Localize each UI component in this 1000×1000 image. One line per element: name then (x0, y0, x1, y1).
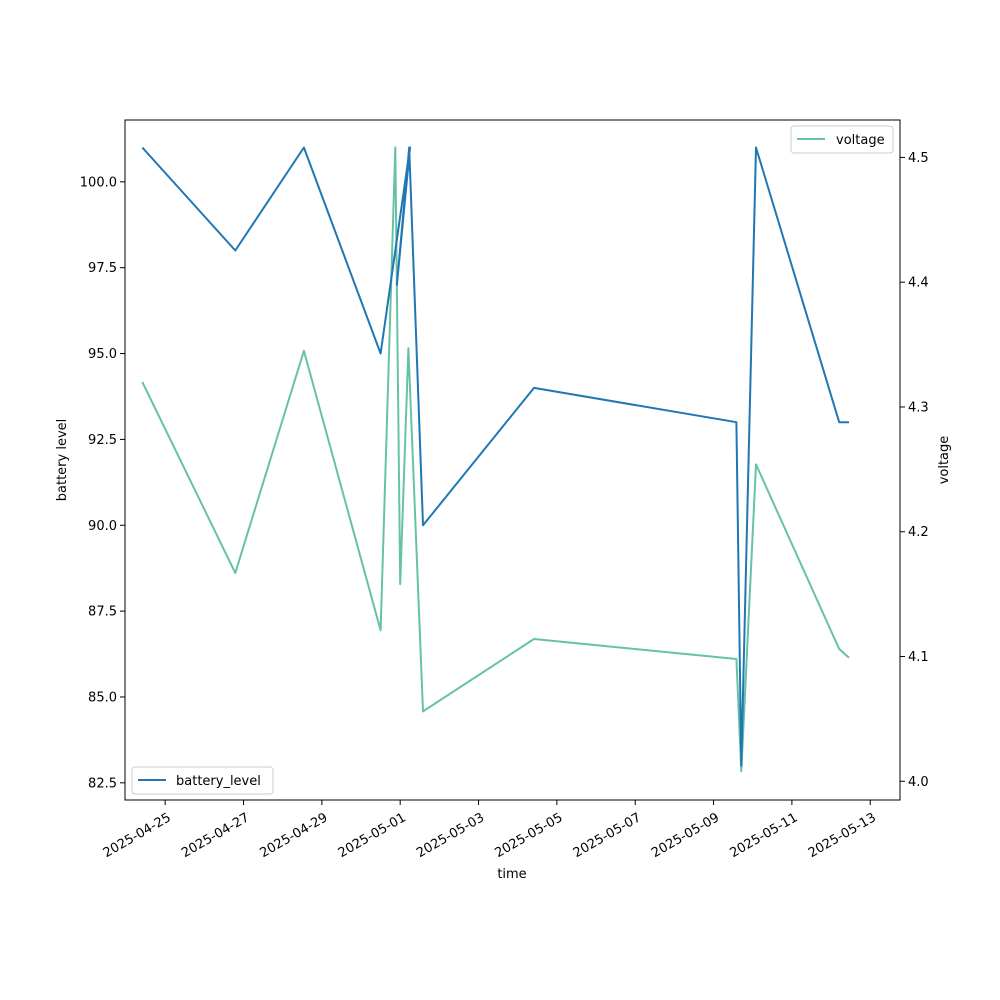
left-y-tick-label: 92.5 (88, 433, 117, 448)
x-tick-label: 2025-04-29 (257, 810, 330, 861)
left-y-tick-label: 95.0 (88, 347, 117, 362)
left-y-tick-label: 90.0 (88, 519, 117, 534)
legend-battery-level: battery_level (131, 766, 274, 795)
plot-frame (124, 119, 901, 801)
right-y-tick-label: 4.2 (908, 525, 929, 540)
left-y-axis-label: battery level (55, 419, 70, 502)
right-y-tick-label: 4.1 (908, 650, 929, 665)
left-y-tick-label: 82.5 (88, 776, 117, 791)
x-tick-label: 2025-05-11 (728, 810, 801, 861)
legend-box (790, 125, 894, 154)
right-y-tick-label: 4.0 (908, 775, 929, 790)
x-tick-label: 2025-05-09 (649, 810, 722, 861)
right-y-tick-label: 4.5 (908, 151, 929, 166)
x-tick-label: 2025-05-03 (414, 810, 487, 861)
legend-box (131, 766, 274, 795)
right-y-axis-label: voltage (937, 436, 952, 485)
right-y-tick-label: 4.4 (908, 276, 929, 291)
legend-label-battery-level: battery_level (176, 774, 261, 789)
x-tick-label: 2025-05-05 (492, 810, 565, 861)
x-axis-label: time (497, 867, 526, 882)
x-tick-label: 2025-05-07 (571, 810, 644, 861)
left-y-axis-ticks: 82.5 85.0 87.5 90.0 92.5 95.0 97.5 100.0 (80, 175, 125, 791)
x-tick-label: 2025-04-27 (179, 810, 252, 861)
left-y-tick-label: 85.0 (88, 690, 117, 705)
legend-voltage: voltage (790, 125, 894, 154)
series-layer (141, 146, 850, 773)
left-y-tick-label: 97.5 (88, 261, 117, 276)
x-tick-label: 2025-05-01 (336, 810, 409, 861)
series-line-battery-level (141, 146, 849, 767)
series-line-voltage (141, 146, 850, 773)
left-y-tick-label: 100.0 (80, 175, 117, 190)
x-tick-label: 2025-04-25 (101, 810, 174, 861)
right-y-axis-ticks: 4.0 4.1 4.2 4.3 4.4 4.5 (900, 151, 929, 790)
x-tick-label: 2025-05-13 (806, 810, 879, 861)
left-y-tick-label: 87.5 (88, 605, 117, 620)
legend-label-voltage: voltage (836, 133, 885, 148)
x-axis-ticks: 2025-04-25 2025-04-27 2025-04-29 2025-05-01… (101, 800, 879, 861)
right-y-tick-label: 4.3 (908, 400, 929, 415)
